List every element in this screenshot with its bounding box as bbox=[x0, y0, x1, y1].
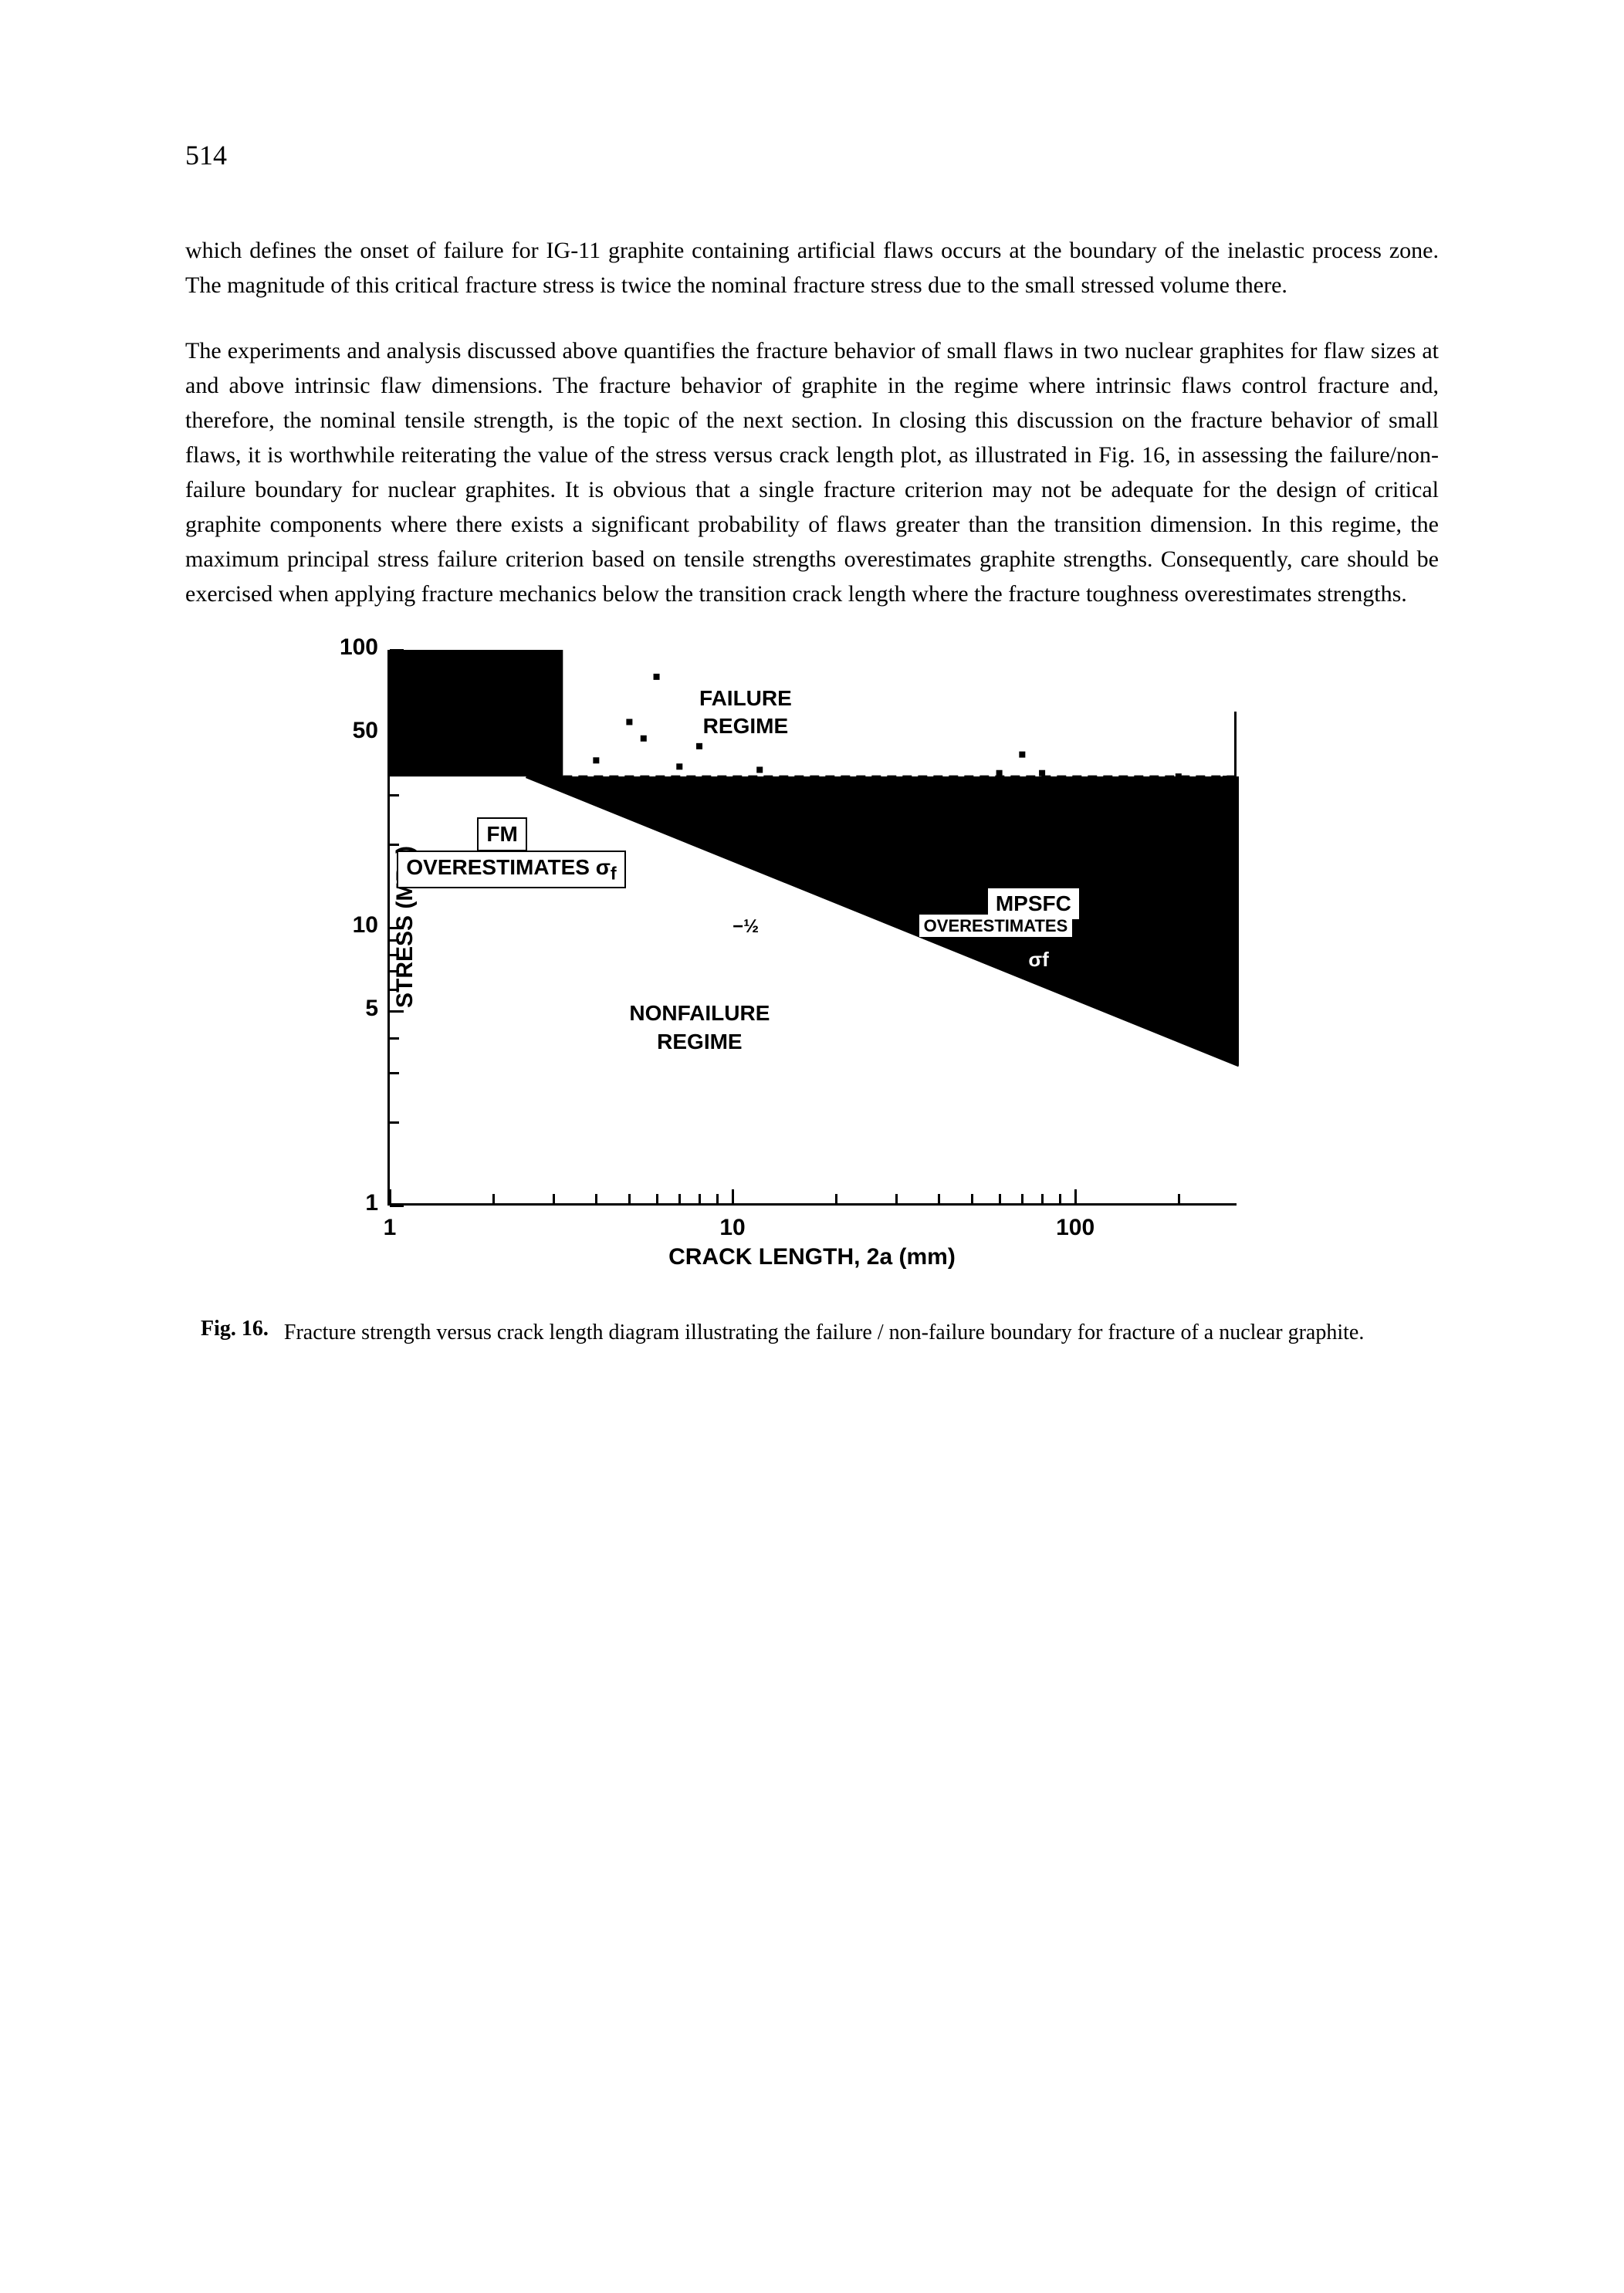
chart-annotation: OVERESTIMATES σf bbox=[397, 851, 625, 889]
y-tick: 5 bbox=[365, 996, 390, 1022]
paragraph-2: The experiments and analysis discussed a… bbox=[185, 333, 1439, 611]
page-number: 514 bbox=[185, 139, 1439, 171]
x-tick: 100 bbox=[1056, 1203, 1095, 1241]
plot-area: STRESS (MPa)151050100110100FAILUREREGIME… bbox=[387, 650, 1237, 1206]
y-tick: 100 bbox=[340, 634, 390, 661]
caption-label: Fig. 16. bbox=[201, 1317, 269, 1349]
chart-annotation: σf bbox=[1022, 947, 1054, 972]
chart-annotation: NONFAILUREREGIME bbox=[629, 999, 770, 1056]
chart-annotation: FAILUREREGIME bbox=[699, 685, 792, 741]
chart-annotation: OVERESTIMATES bbox=[919, 916, 1073, 936]
y-tick: 50 bbox=[353, 718, 390, 744]
chart-annotation: −½ bbox=[732, 916, 759, 938]
paragraph-1: which defines the onset of failure for I… bbox=[185, 233, 1439, 303]
x-axis-label: CRACK LENGTH, 2a (mm) bbox=[387, 1244, 1237, 1270]
x-tick: 10 bbox=[719, 1203, 745, 1241]
fracture-chart: STRESS (MPa)151050100110100FAILUREREGIME… bbox=[387, 650, 1237, 1270]
x-tick: 1 bbox=[384, 1203, 397, 1241]
chart-annotation: FM bbox=[477, 817, 526, 851]
y-tick: 10 bbox=[353, 912, 390, 939]
caption-text: Fracture strength versus crack length di… bbox=[284, 1317, 1364, 1349]
figure-caption: Fig. 16. Fracture strength versus crack … bbox=[185, 1317, 1439, 1349]
figure-container: STRESS (MPa)151050100110100FAILUREREGIME… bbox=[185, 650, 1439, 1270]
chart-svg bbox=[390, 650, 1239, 1206]
